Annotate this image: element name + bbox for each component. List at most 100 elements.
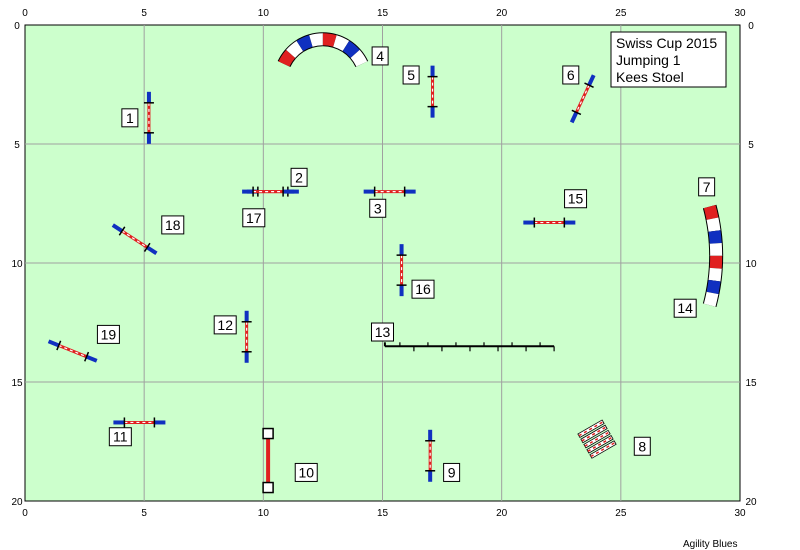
x-tick-label-top: 0 xyxy=(22,8,28,19)
obstacle-number: 13 xyxy=(375,324,391,340)
x-tick-label-bottom: 0 xyxy=(22,508,28,519)
tunnel-segment xyxy=(342,40,360,58)
y-tick-label-left: 5 xyxy=(14,140,20,151)
jump-obstacle xyxy=(47,339,98,363)
jump-obstacle xyxy=(427,65,438,118)
obstacle-number-box xyxy=(564,189,588,209)
jump-obstacle xyxy=(396,244,407,297)
jump-obstacle xyxy=(569,74,596,124)
obstacle-number: 2 xyxy=(295,169,303,185)
broad-jump-stripe xyxy=(587,436,613,452)
jump-obstacle xyxy=(143,91,154,144)
x-tick-label-top: 10 xyxy=(258,8,270,19)
obstacle-number-box xyxy=(242,208,266,228)
jump-bar-stripe xyxy=(575,84,590,113)
jump-wing xyxy=(587,74,596,87)
tyre-frame-end xyxy=(262,427,274,440)
obstacle-number: 11 xyxy=(113,429,128,445)
y-tick-label-right: 15 xyxy=(745,378,757,389)
weave-obstacle xyxy=(383,342,555,352)
obstacle-number-box xyxy=(294,462,318,482)
obstacle-number-box xyxy=(673,298,697,318)
obstacle-number: 10 xyxy=(298,464,314,480)
obstacle-number: 9 xyxy=(448,464,456,480)
jump-bar-stripe xyxy=(121,230,148,248)
broad-jump-stripe xyxy=(584,431,610,447)
obstacle-number-box xyxy=(213,315,237,335)
y-tick-label-left: 0 xyxy=(14,21,20,32)
jump-post xyxy=(118,226,126,236)
obstacle-number-box xyxy=(96,324,120,344)
axis-right: 0 5 10 15 20 xyxy=(745,21,757,508)
x-tick-label-top: 15 xyxy=(377,8,389,19)
tyre-frame-end xyxy=(262,481,274,494)
jump-post xyxy=(571,109,582,116)
jump-obstacle xyxy=(111,223,158,256)
obstacle-number-box xyxy=(633,436,651,456)
jump-post xyxy=(584,82,594,88)
obstacle-number-box xyxy=(371,322,394,342)
tunnel-obstacle xyxy=(702,204,724,307)
tunnel-segment xyxy=(322,33,337,47)
y-tick-label-right: 5 xyxy=(748,140,754,151)
tunnel-segment xyxy=(286,40,304,58)
x-tick-label-bottom: 20 xyxy=(496,508,508,519)
jump-post xyxy=(56,340,62,351)
tunnel-obstacle xyxy=(277,32,369,68)
obstacle-number: 15 xyxy=(568,191,584,207)
x-tick-label-bottom: 5 xyxy=(141,508,147,519)
info-line-2: Jumping 1 xyxy=(616,52,681,68)
x-tick-label-bottom: 15 xyxy=(377,508,389,519)
jump-obstacle xyxy=(523,217,576,228)
tunnel-segment xyxy=(706,217,721,232)
obstacle-number-box xyxy=(411,279,435,299)
x-tick-label-top: 25 xyxy=(615,8,627,19)
x-tick-label-top: 30 xyxy=(734,8,746,19)
obstacle-number: 12 xyxy=(217,317,233,333)
obstacle-number-box xyxy=(290,167,308,187)
obstacle-number: 14 xyxy=(677,300,693,316)
tunnel-segment xyxy=(708,230,722,244)
broad-jump-obstacle xyxy=(577,419,617,459)
obstacle-number: 17 xyxy=(246,210,262,226)
axis-top: 0 5 10 15 20 25 30 xyxy=(22,8,746,19)
tunnel-segment xyxy=(708,267,722,282)
tunnel-segment xyxy=(333,35,350,52)
x-tick-label-bottom: 25 xyxy=(615,508,627,519)
obstacle-number-box xyxy=(698,177,716,197)
info-box: Swiss Cup 2015 Jumping 1 Kees Stoel xyxy=(610,31,727,88)
x-tick-label-top: 5 xyxy=(141,8,147,19)
obstacle-number: 16 xyxy=(415,281,431,297)
obstacle-number-box xyxy=(369,198,387,218)
obstacles-layer xyxy=(47,32,724,494)
x-tick-label-top: 20 xyxy=(496,8,508,19)
obstacle-number: 3 xyxy=(374,200,382,216)
jump-post xyxy=(84,351,90,362)
jump-wing xyxy=(47,339,60,348)
footer-credit: Agility Blues xyxy=(683,539,737,550)
broad-jump-stripe xyxy=(590,441,616,458)
tunnel-segment xyxy=(278,49,296,67)
obstacle-number: 4 xyxy=(376,48,384,64)
tunnel-segment xyxy=(703,291,719,307)
x-tick-label-bottom: 30 xyxy=(734,508,746,519)
tunnel-segment xyxy=(706,279,721,295)
tunnel-segment xyxy=(309,33,324,47)
y-tick-label-left: 20 xyxy=(11,497,23,508)
jump-wing xyxy=(146,245,158,256)
obstacle-number-box xyxy=(161,215,185,235)
obstacle-number-box xyxy=(402,65,420,85)
obstacle-number-box xyxy=(108,427,132,447)
jump-wing xyxy=(111,223,124,233)
jump-bar-stripe xyxy=(58,344,87,358)
jump-obstacle xyxy=(242,186,295,197)
obstacle-number: 5 xyxy=(407,67,415,83)
obstacle-number: 8 xyxy=(638,438,646,454)
obstacle-number-box xyxy=(371,46,389,66)
obstacle-number-box xyxy=(121,108,139,128)
obstacle-number: 18 xyxy=(165,217,181,233)
obstacle-number-box xyxy=(562,65,580,85)
y-tick-label-left: 10 xyxy=(11,259,23,270)
jump-obstacle xyxy=(113,417,166,428)
